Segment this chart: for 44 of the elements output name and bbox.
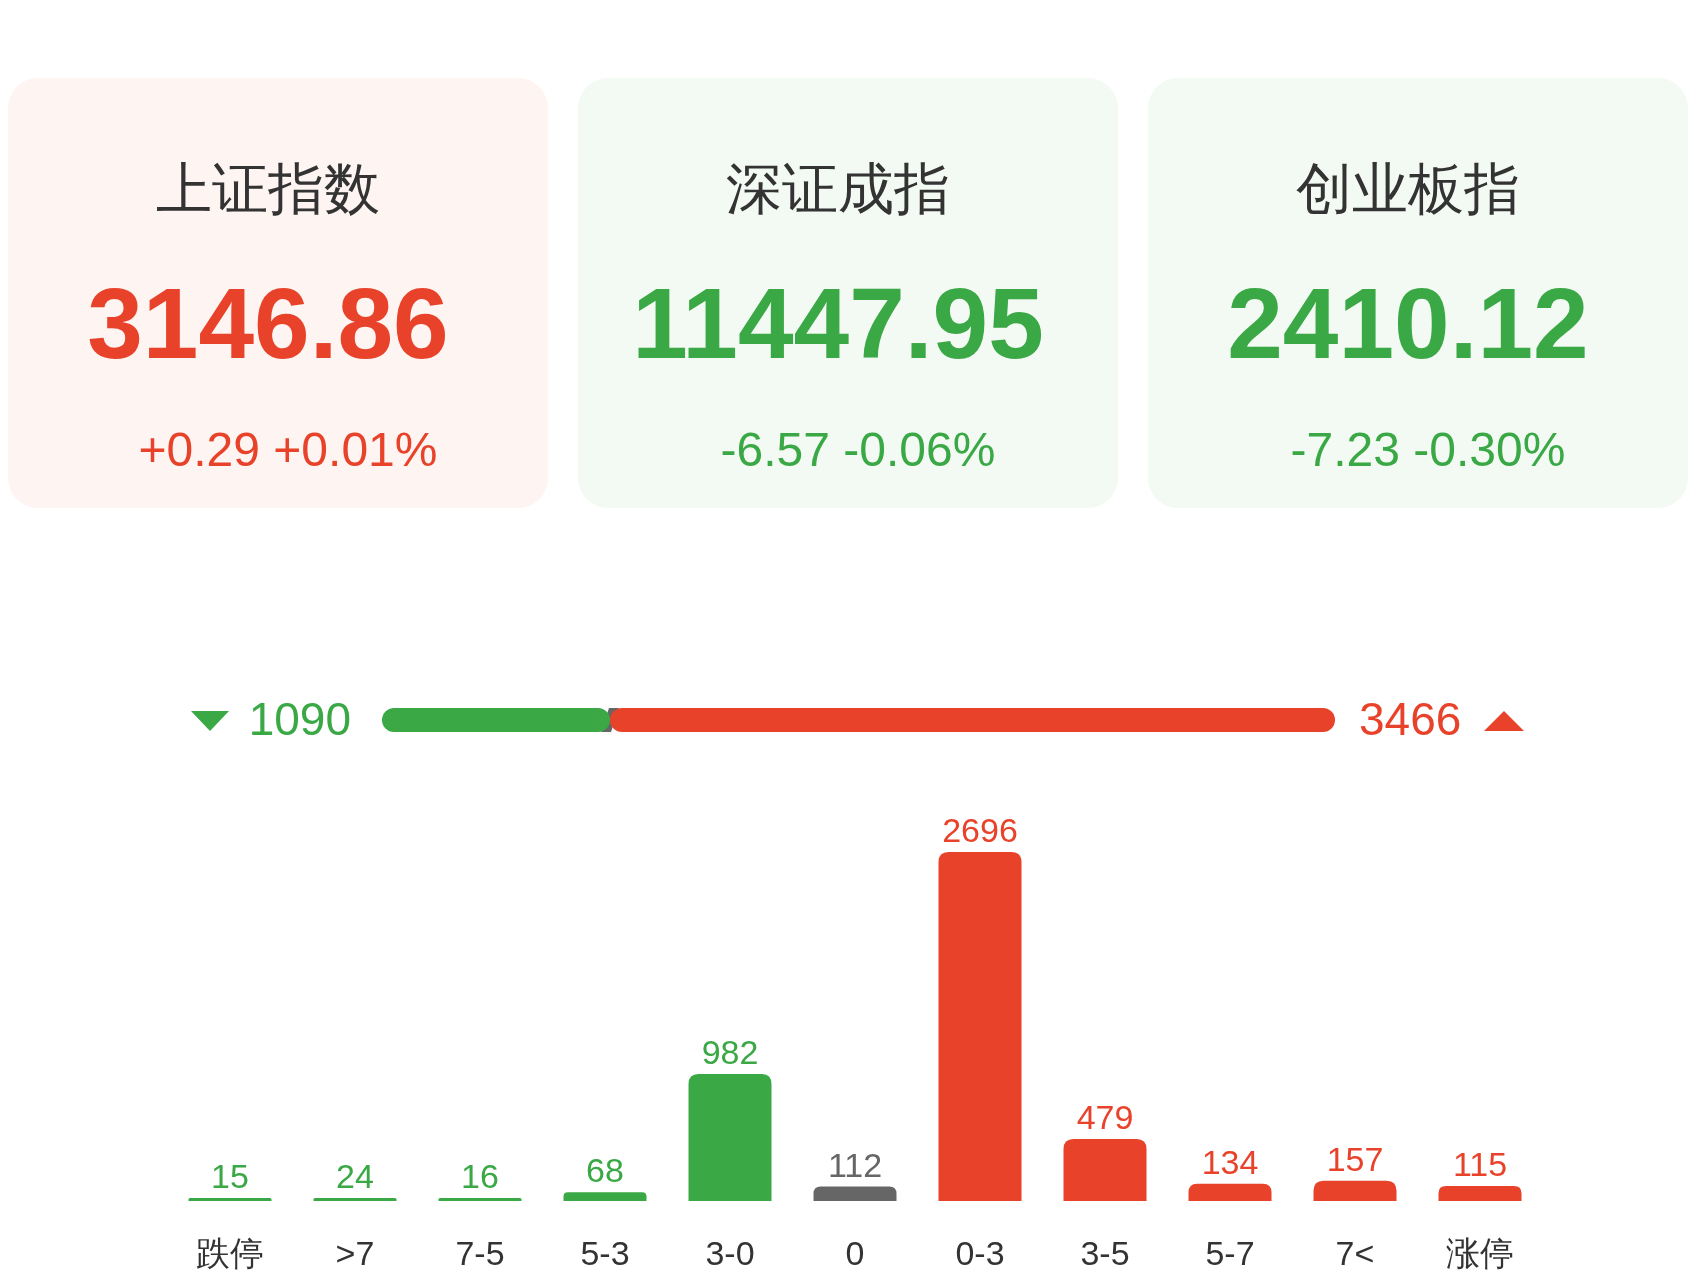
data-label: 15 — [211, 1157, 249, 1195]
category-label: 创业板指 — [1296, 157, 1520, 220]
bar — [313, 1197, 397, 1201]
text: -7.23 -0.30% — [1290, 423, 1566, 476]
data-label: 134 — [1201, 1142, 1259, 1181]
x-tick-label: 7-5 — [455, 1234, 505, 1272]
bar — [438, 1198, 522, 1201]
bar — [938, 852, 1022, 1201]
data-label: 982 — [701, 1032, 759, 1071]
category-label: 上证指数 — [156, 157, 380, 220]
x-tick-label: 3-0 — [705, 1234, 755, 1272]
bar — [1438, 1186, 1522, 1201]
bar — [813, 1186, 897, 1201]
data-label: 3466 — [1359, 693, 1462, 745]
x-tick-label: 7< — [1335, 1234, 1375, 1272]
data-label: 11447.95 — [632, 267, 1044, 379]
data-label: 3146.86 — [87, 267, 449, 379]
x-tick-label: 涨停 — [1446, 1234, 1514, 1272]
x-tick-label: 跌停 — [196, 1234, 264, 1272]
data-label: 479 — [1076, 1097, 1134, 1136]
x-tick-label: 0-3 — [955, 1234, 1005, 1272]
data-label: 16 — [461, 1157, 499, 1195]
bar — [1188, 1183, 1272, 1201]
text: -6.57 -0.06% — [720, 423, 996, 476]
data-label: 115 — [1452, 1145, 1508, 1184]
data-label: 2410.12 — [1227, 267, 1589, 379]
bar — [563, 1192, 647, 1201]
data-label: 157 — [1326, 1139, 1384, 1178]
data-label: 112 — [827, 1145, 883, 1184]
x-tick-label: 5-7 — [1205, 1234, 1255, 1272]
data-label: 68 — [586, 1151, 624, 1190]
data-label: 24 — [336, 1156, 374, 1195]
text: +0.29 +0.01% — [138, 423, 438, 476]
bar — [688, 1073, 772, 1201]
category-label: 深证成指 — [726, 157, 950, 220]
data-label: 1090 — [248, 693, 351, 745]
bar — [188, 1198, 272, 1201]
x-tick-label: 5-3 — [580, 1234, 630, 1272]
bar — [1313, 1180, 1397, 1201]
x-tick-label: 3-5 — [1080, 1234, 1130, 1272]
bar — [1063, 1138, 1147, 1201]
x-tick-label: >7 — [335, 1234, 375, 1272]
data-label: 2696 — [942, 811, 1018, 849]
x-tick-label: 0 — [845, 1234, 865, 1272]
